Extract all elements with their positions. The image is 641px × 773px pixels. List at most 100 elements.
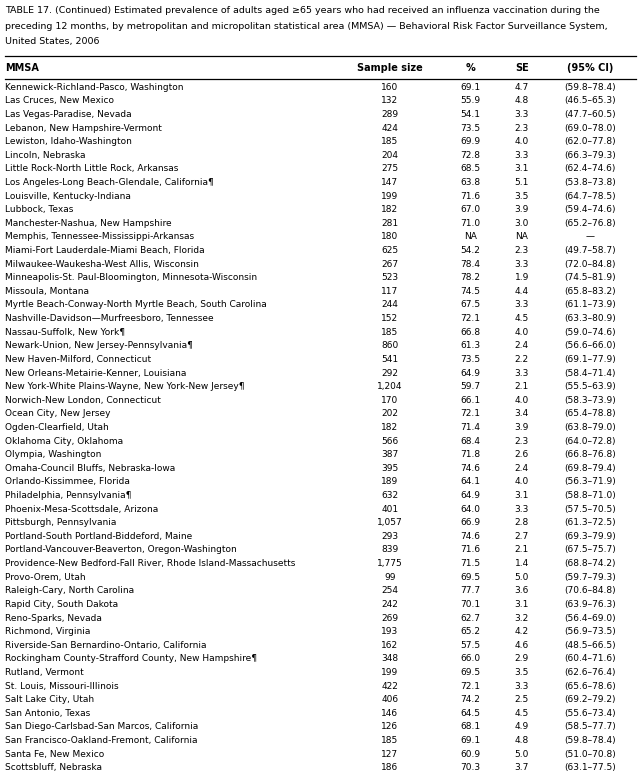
Text: 204: 204 [381,151,398,160]
Text: (65.8–83.2): (65.8–83.2) [564,287,615,296]
Text: 2.9: 2.9 [515,655,529,663]
Text: 68.5: 68.5 [460,165,481,173]
Text: 66.8: 66.8 [460,328,481,337]
Text: Newark-Union, New Jersey-Pennsylvania¶: Newark-Union, New Jersey-Pennsylvania¶ [5,342,193,350]
Text: NA: NA [464,233,477,241]
Text: Las Cruces, New Mexico: Las Cruces, New Mexico [5,97,114,105]
Text: 2.3: 2.3 [515,124,529,132]
Text: Salt Lake City, Utah: Salt Lake City, Utah [5,695,94,704]
Text: 65.2: 65.2 [460,627,481,636]
Text: 4.0: 4.0 [515,478,529,486]
Text: 2.3: 2.3 [515,437,529,445]
Text: San Francisco-Oakland-Fremont, California: San Francisco-Oakland-Fremont, Californi… [5,736,197,745]
Text: Pittsburgh, Pennsylvania: Pittsburgh, Pennsylvania [5,518,117,527]
Text: (48.5–66.5): (48.5–66.5) [564,641,615,650]
Text: 64.9: 64.9 [460,491,481,500]
Text: 70.3: 70.3 [460,763,481,772]
Text: 78.2: 78.2 [460,274,481,282]
Text: 64.9: 64.9 [460,369,481,377]
Text: 99: 99 [384,573,395,582]
Text: Orlando-Kissimmee, Florida: Orlando-Kissimmee, Florida [5,478,130,486]
Text: Milwaukee-Waukesha-West Allis, Wisconsin: Milwaukee-Waukesha-West Allis, Wisconsin [5,260,199,269]
Text: 2.1: 2.1 [515,382,529,391]
Text: (59.8–78.4): (59.8–78.4) [564,736,615,745]
Text: 2.1: 2.1 [515,546,529,554]
Text: 289: 289 [381,110,398,119]
Text: 2.7: 2.7 [515,532,529,541]
Text: (70.6–84.8): (70.6–84.8) [564,587,615,595]
Text: 4.5: 4.5 [515,709,529,718]
Text: 71.8: 71.8 [460,450,481,459]
Text: (59.7–79.3): (59.7–79.3) [564,573,615,582]
Text: (65.2–76.8): (65.2–76.8) [564,219,615,228]
Text: 2.4: 2.4 [515,342,529,350]
Text: 3.3: 3.3 [515,369,529,377]
Text: 4.0: 4.0 [515,396,529,405]
Text: 72.1: 72.1 [460,410,481,418]
Text: 3.3: 3.3 [515,682,529,690]
Text: 2.5: 2.5 [515,695,529,704]
Text: (61.3–72.5): (61.3–72.5) [564,518,615,527]
Text: 185: 185 [381,736,398,745]
Text: (58.5–77.7): (58.5–77.7) [564,723,615,731]
Text: 71.5: 71.5 [460,559,481,568]
Text: 202: 202 [381,410,398,418]
Text: 3.4: 3.4 [515,410,529,418]
Text: 292: 292 [381,369,398,377]
Text: 69.5: 69.5 [460,573,481,582]
Text: (56.9–73.5): (56.9–73.5) [564,627,615,636]
Text: 66.0: 66.0 [460,655,481,663]
Text: 3.1: 3.1 [515,600,529,609]
Text: 4.0: 4.0 [515,328,529,337]
Text: (68.8–74.2): (68.8–74.2) [564,559,615,568]
Text: Richmond, Virginia: Richmond, Virginia [5,627,90,636]
Text: SE: SE [515,63,529,73]
Text: TABLE 17. (Continued) Estimated prevalence of adults aged ≥65 years who had rece: TABLE 17. (Continued) Estimated prevalen… [5,6,600,15]
Text: 147: 147 [381,178,398,187]
Text: 69.5: 69.5 [460,668,481,677]
Text: (69.3–79.9): (69.3–79.9) [564,532,615,541]
Text: 5.0: 5.0 [515,573,529,582]
Text: 4.6: 4.6 [515,641,529,650]
Text: Los Angeles-Long Beach-Glendale, California¶: Los Angeles-Long Beach-Glendale, Califor… [5,178,214,187]
Text: 74.6: 74.6 [460,464,481,473]
Text: Oklahoma City, Oklahoma: Oklahoma City, Oklahoma [5,437,123,445]
Text: 5.1: 5.1 [515,178,529,187]
Text: 180: 180 [381,233,398,241]
Text: 152: 152 [381,314,398,323]
Text: (47.7–60.5): (47.7–60.5) [564,110,615,119]
Text: Lebanon, New Hampshire-Vermont: Lebanon, New Hampshire-Vermont [5,124,162,132]
Text: Providence-New Bedford-Fall River, Rhode Island-Massachusetts: Providence-New Bedford-Fall River, Rhode… [5,559,296,568]
Text: Missoula, Montana: Missoula, Montana [5,287,89,296]
Text: 2.4: 2.4 [515,464,529,473]
Text: Las Vegas-Paradise, Nevada: Las Vegas-Paradise, Nevada [5,110,132,119]
Text: 3.0: 3.0 [515,219,529,228]
Text: Raleigh-Cary, North Carolina: Raleigh-Cary, North Carolina [5,587,134,595]
Text: 293: 293 [381,532,398,541]
Text: 73.5: 73.5 [460,355,481,364]
Text: (63.1–77.5): (63.1–77.5) [564,763,615,772]
Text: (56.4–69.0): (56.4–69.0) [564,614,615,622]
Text: 71.0: 71.0 [460,219,481,228]
Text: Myrtle Beach-Conway-North Myrtle Beach, South Carolina: Myrtle Beach-Conway-North Myrtle Beach, … [5,301,267,309]
Text: Kennewick-Richland-Pasco, Washington: Kennewick-Richland-Pasco, Washington [5,83,183,92]
Text: (63.8–79.0): (63.8–79.0) [564,423,615,432]
Text: (63.3–80.9): (63.3–80.9) [564,314,615,323]
Text: 70.1: 70.1 [460,600,481,609]
Text: Sample size: Sample size [357,63,422,73]
Text: 275: 275 [381,165,398,173]
Text: 72.8: 72.8 [460,151,481,160]
Text: 3.6: 3.6 [515,587,529,595]
Text: 395: 395 [381,464,398,473]
Text: 64.5: 64.5 [460,709,481,718]
Text: 189: 189 [381,478,398,486]
Text: 73.5: 73.5 [460,124,481,132]
Text: 193: 193 [381,627,398,636]
Text: Little Rock-North Little Rock, Arkansas: Little Rock-North Little Rock, Arkansas [5,165,178,173]
Text: 1,775: 1,775 [377,559,403,568]
Text: San Diego-Carlsbad-San Marcos, California: San Diego-Carlsbad-San Marcos, Californi… [5,723,198,731]
Text: 269: 269 [381,614,398,622]
Text: 72.1: 72.1 [460,314,481,323]
Text: (57.5–70.5): (57.5–70.5) [564,505,615,513]
Text: Reno-Sparks, Nevada: Reno-Sparks, Nevada [5,614,102,622]
